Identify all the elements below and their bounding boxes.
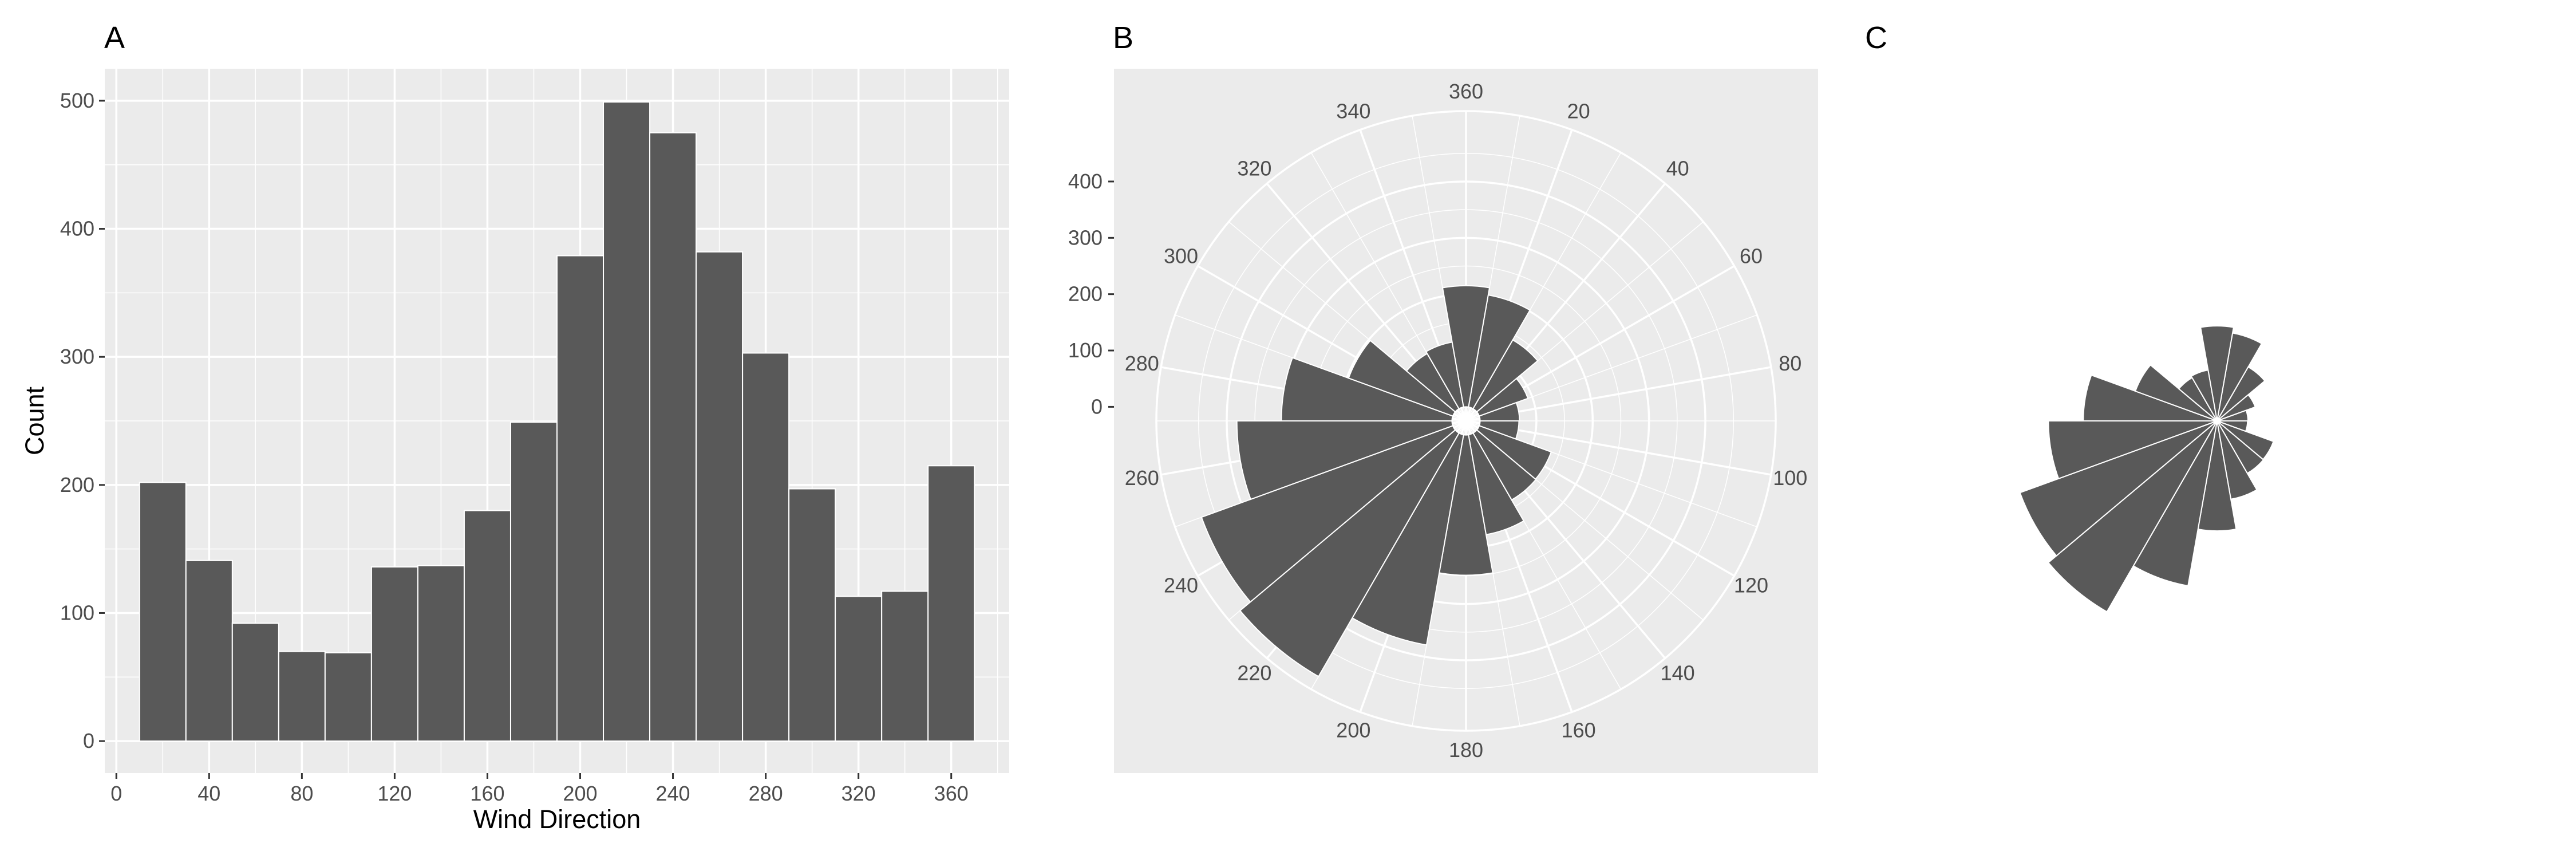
y-tick-label: 300 bbox=[60, 345, 94, 368]
histogram-bar bbox=[370, 566, 418, 742]
panel-a-histogram: A 0 40 80 120 160 200 240 280 320 360 0 100 200 300 4… bbox=[20, 21, 1009, 834]
polar-angle-label: 340 bbox=[1336, 100, 1370, 123]
x-tick-label: 200 bbox=[563, 782, 597, 805]
polar-bar bbox=[2217, 366, 2266, 421]
polar-bar bbox=[2047, 420, 2218, 613]
y-tick-label: 500 bbox=[60, 89, 94, 112]
x-tick-label: 40 bbox=[197, 782, 220, 805]
polar-angle-label: 60 bbox=[1740, 245, 1763, 268]
y-tick-label: 100 bbox=[60, 601, 94, 624]
polar-bar bbox=[1468, 294, 1531, 410]
x-tick-label: 280 bbox=[749, 782, 783, 805]
histogram-bar bbox=[278, 651, 326, 742]
polar-angle-label: 20 bbox=[1567, 100, 1590, 123]
histogram-bar bbox=[556, 255, 605, 742]
histogram-bar bbox=[231, 622, 279, 742]
polar-angle-label: 360 bbox=[1449, 80, 1483, 103]
polar-bar bbox=[2083, 374, 2218, 421]
polar-angle-label: 260 bbox=[1125, 466, 1159, 490]
x-tick-label: 120 bbox=[377, 782, 412, 805]
polar-bar bbox=[1439, 434, 1494, 576]
histogram-bar bbox=[509, 421, 558, 742]
panel-b-angle-labels: 20 40 60 80 100 120 140 160 180 200 220 240 260 280 30… bbox=[1125, 80, 1808, 762]
polar-bar bbox=[2048, 420, 2218, 480]
panel-a-x-axis: 0 40 80 120 160 200 240 280 320 360 bbox=[110, 773, 969, 805]
panel-c-polar-chart: C bbox=[1865, 21, 2274, 613]
polar-angle-label: 280 bbox=[1125, 352, 1159, 375]
polar-major-ring bbox=[1226, 180, 1706, 661]
radius-tick-label: 300 bbox=[1068, 226, 1103, 249]
polar-angle-label: 180 bbox=[1449, 738, 1483, 762]
panel-a-label: A bbox=[104, 21, 125, 55]
polar-bar bbox=[2019, 420, 2218, 557]
polar-bar bbox=[2217, 393, 2256, 421]
polar-bar bbox=[1472, 339, 1539, 413]
panel-b-radius-axis: 0 100 200 300 400 bbox=[1068, 170, 1114, 418]
polar-minor-ring bbox=[1198, 153, 1734, 689]
radius-tick-label: 200 bbox=[1068, 282, 1103, 306]
panel-c-label: C bbox=[1865, 21, 1887, 55]
panel-b-bars bbox=[1200, 285, 1552, 677]
x-tick-label: 0 bbox=[110, 782, 122, 805]
polar-bar bbox=[1239, 429, 1460, 677]
panel-a-y-axis: 0 100 200 300 400 500 bbox=[60, 89, 105, 752]
polar-angle-label: 140 bbox=[1661, 661, 1695, 684]
radius-tick-label: 400 bbox=[1068, 170, 1103, 193]
panel-b-label: B bbox=[1113, 21, 1133, 55]
x-tick-label: 360 bbox=[934, 782, 969, 805]
histogram-bar bbox=[742, 352, 790, 742]
panel-a-y-axis-title: Count bbox=[20, 386, 49, 455]
polar-bar bbox=[2200, 325, 2234, 421]
polar-bar bbox=[1441, 285, 1491, 408]
panel-a-bars bbox=[139, 101, 975, 742]
polar-angle-label: 320 bbox=[1237, 157, 1271, 180]
x-tick-label: 160 bbox=[470, 782, 504, 805]
panel-c-bars bbox=[2019, 325, 2274, 613]
polar-angle-label: 120 bbox=[1734, 574, 1768, 597]
polar-bar bbox=[1351, 432, 1464, 646]
polar-bar bbox=[2134, 364, 2218, 421]
polar-angle-label: 300 bbox=[1164, 245, 1198, 268]
polar-bar bbox=[1348, 340, 1456, 417]
y-tick-label: 200 bbox=[60, 473, 94, 497]
histogram-bar bbox=[696, 251, 744, 742]
polar-bar bbox=[1200, 425, 1456, 603]
radius-tick-label: 0 bbox=[1091, 395, 1103, 418]
polar-angle-label: 100 bbox=[1773, 466, 1807, 490]
histogram-bar bbox=[835, 596, 883, 742]
y-tick-label: 400 bbox=[60, 217, 94, 241]
x-tick-label: 240 bbox=[656, 782, 690, 805]
panel-b-polar-chart: B 20 40 60 80 100 120 140 160 180 200 220 240 260 280… bbox=[1068, 21, 1818, 773]
histogram-bar bbox=[324, 652, 372, 742]
polar-bar bbox=[1476, 377, 1529, 417]
polar-outer-ring bbox=[1155, 110, 1777, 732]
histogram-bar bbox=[649, 132, 697, 742]
panel-a-x-axis-title: Wind Direction bbox=[473, 805, 641, 834]
y-tick-label: 0 bbox=[83, 729, 94, 752]
polar-angle-label: 240 bbox=[1164, 574, 1198, 597]
histogram-bar bbox=[463, 510, 511, 742]
polar-bar bbox=[1236, 420, 1454, 501]
polar-angle-label: 220 bbox=[1237, 661, 1271, 684]
polar-angle-label: 200 bbox=[1336, 718, 1370, 742]
x-tick-label: 320 bbox=[841, 782, 876, 805]
polar-angle-label: 40 bbox=[1666, 157, 1689, 180]
polar-angle-label: 160 bbox=[1562, 718, 1596, 742]
x-tick-label: 80 bbox=[290, 782, 313, 805]
polar-bar bbox=[1281, 357, 1454, 421]
histogram-bar bbox=[185, 559, 233, 742]
polar-angle-label: 80 bbox=[1779, 352, 1801, 375]
histogram-bar bbox=[417, 565, 465, 742]
radius-tick-label: 100 bbox=[1068, 338, 1103, 362]
histogram-bar bbox=[603, 101, 651, 742]
histogram-bar bbox=[927, 465, 975, 742]
histogram-bar bbox=[788, 488, 836, 742]
histogram-bar bbox=[881, 590, 929, 742]
histogram-bar bbox=[139, 482, 187, 742]
